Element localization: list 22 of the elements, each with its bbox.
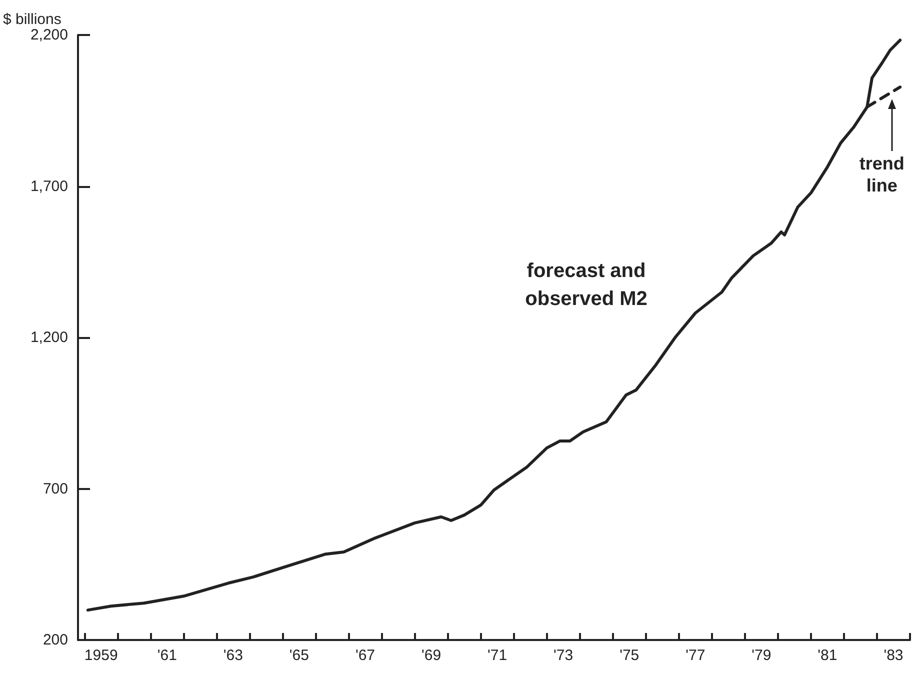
x-tick-label: '63: [223, 647, 243, 664]
x-tick-label: '79: [752, 647, 772, 664]
x-tick-label: '69: [421, 647, 442, 664]
y-tick-label: 2,200: [30, 26, 68, 44]
line-series: [86, 38, 902, 612]
y-tick-label: 700: [42, 480, 68, 498]
x-tick-label: '83: [884, 647, 904, 664]
x-tick-label: '77: [686, 647, 706, 664]
y-tick-label: 200: [42, 632, 68, 648]
text: trend line: [859, 154, 904, 196]
y-tick-label: 1,200: [30, 329, 68, 346]
x-tick-label: 1959: [84, 647, 118, 664]
x-tick-label: '81: [818, 647, 838, 664]
x-tick-label: '65: [289, 647, 309, 664]
series-label: forecast and observed M2: [525, 260, 648, 310]
y-tick-label: 1,700: [30, 178, 68, 195]
x-tick-label: '73: [554, 647, 574, 664]
y-axis-title: $ billions: [3, 11, 62, 28]
x-tick-label: '61: [157, 647, 177, 664]
x-tick-label: '71: [488, 647, 508, 664]
x-tick-label: '67: [355, 647, 376, 664]
x-tick-label: '75: [620, 647, 640, 664]
